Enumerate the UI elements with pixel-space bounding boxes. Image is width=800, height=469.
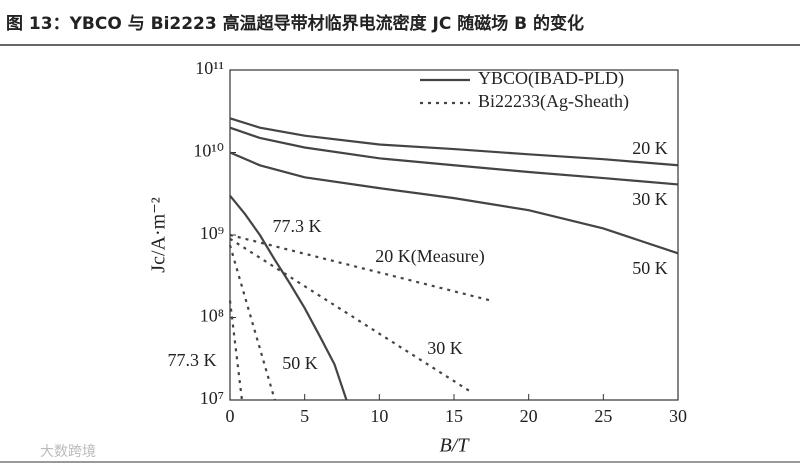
legend-label: YBCO(IBAD-PLD) <box>478 68 624 89</box>
series-line <box>229 151 679 255</box>
x-tick-label: 10 <box>370 406 388 426</box>
series-label: 77.3 K <box>273 216 322 236</box>
chart-title: 图 13：YBCO 与 Bi2223 高温超导带材临界电流密度 JC 随磁场 B… <box>6 13 584 34</box>
series-line <box>229 194 348 401</box>
series-line <box>228 245 276 401</box>
y-axis-label: Jc/A·m⁻² <box>148 197 170 272</box>
series-label: 30 K <box>632 189 668 209</box>
series-label: 30 K <box>427 338 463 358</box>
series-label: 20 K(Measure) <box>375 246 484 267</box>
y-tick-label: 10⁷ <box>200 388 224 408</box>
series-label: 50 K <box>632 258 668 278</box>
series-label: 50 K <box>282 353 318 373</box>
series-label: 77.3 K <box>168 350 217 370</box>
x-tick-label: 25 <box>594 406 612 426</box>
x-tick-label: 5 <box>300 406 309 426</box>
series-label: 20 K <box>632 138 668 158</box>
y-tick-label: 10⁸ <box>200 306 224 326</box>
y-tick-label: 10¹⁰ <box>193 141 224 161</box>
x-axis-label: B/T <box>440 435 471 457</box>
series-line <box>229 117 679 167</box>
series-line <box>229 126 679 186</box>
legend-label: Bi22233(Ag-Sheath) <box>478 91 629 112</box>
series-line <box>229 233 492 302</box>
watermark: 大数跨境 <box>40 444 96 460</box>
x-tick-label: 15 <box>445 406 463 426</box>
series-line <box>228 300 244 401</box>
y-tick-label: 10⁹ <box>200 223 224 243</box>
y-tick-label: 10¹¹ <box>195 58 224 78</box>
x-tick-label: 0 <box>226 406 235 426</box>
x-tick-label: 20 <box>520 406 538 426</box>
x-tick-label: 30 <box>669 406 687 426</box>
